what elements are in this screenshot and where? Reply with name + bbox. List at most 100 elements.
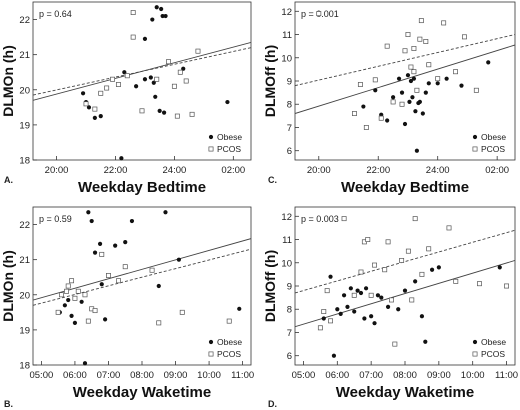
y-tick-label: 10 bbox=[281, 53, 292, 64]
obese-data-point bbox=[99, 282, 104, 287]
pcos-data-point bbox=[183, 78, 189, 84]
pcos-data-point bbox=[189, 111, 195, 117]
x-tick-label: 24:00 bbox=[426, 165, 450, 176]
pcos-data-point bbox=[149, 267, 155, 273]
pcos-data-point bbox=[419, 271, 425, 277]
pcos-data-point bbox=[368, 292, 374, 298]
chart-panel-b: 18 19 20 21 22 05:00 06:00 07:00 08:00 09:00 10:00… bbox=[0, 206, 254, 409]
obese-data-point bbox=[142, 36, 148, 41]
y-axis-label: DLMOff (h) bbox=[262, 45, 278, 117]
pcos-data-point bbox=[399, 101, 405, 107]
x-tick-label: 22:00 bbox=[366, 165, 390, 176]
obese-data-point bbox=[369, 314, 374, 319]
obese-data-point bbox=[161, 110, 167, 115]
pcos-data-point bbox=[139, 108, 145, 114]
obese-data-point bbox=[419, 314, 425, 319]
legend-obese-marker bbox=[472, 339, 478, 345]
pcos-data-point bbox=[385, 239, 391, 245]
y-tick-label: 6 bbox=[287, 146, 292, 157]
pcos-data-point bbox=[473, 87, 479, 93]
obese-data-point bbox=[497, 265, 502, 270]
legend-obese-label: Obese bbox=[481, 132, 506, 142]
panel-label: C. bbox=[268, 175, 277, 185]
obese-data-point bbox=[134, 84, 139, 89]
pcos-data-point bbox=[69, 278, 75, 284]
x-tick-label: 11:00 bbox=[495, 370, 518, 381]
obese-data-point bbox=[98, 114, 103, 119]
obese-data-point bbox=[345, 304, 350, 310]
pcos-data-point bbox=[166, 59, 171, 65]
pcos-data-point bbox=[365, 237, 371, 242]
x-tick-label: 07:00 bbox=[97, 370, 121, 381]
x-axis-label: Weekday Bedtime bbox=[78, 179, 206, 196]
pcos-data-point bbox=[405, 32, 411, 37]
pcos-data-point bbox=[321, 309, 327, 315]
x-tick-label: 09:00 bbox=[164, 370, 188, 381]
obese-data-point bbox=[358, 290, 364, 296]
pcos-data-point bbox=[99, 251, 105, 257]
obese-data-point bbox=[423, 90, 428, 95]
legend-obese-marker bbox=[208, 134, 214, 140]
pcos-data-point bbox=[352, 111, 357, 116]
pcos-data-point bbox=[195, 48, 201, 54]
pcos-data-point bbox=[104, 85, 110, 91]
obese-data-point bbox=[355, 288, 360, 293]
pcos-data-point bbox=[55, 309, 61, 315]
obese-data-point bbox=[411, 76, 417, 81]
obese-data-point bbox=[331, 353, 337, 358]
obese-data-point bbox=[348, 286, 353, 291]
y-tick-label: 8 bbox=[287, 100, 292, 111]
y-tick-label: 19 bbox=[19, 325, 30, 336]
pcos-data-point bbox=[453, 278, 459, 284]
obese-data-point bbox=[151, 80, 156, 85]
obese-data-point bbox=[341, 293, 347, 298]
obese-fit-line bbox=[295, 44, 515, 114]
obese-data-point bbox=[129, 218, 135, 224]
pcos-data-point bbox=[351, 292, 357, 298]
x-tick-label: 08:00 bbox=[393, 370, 417, 381]
pcos-fit-line bbox=[33, 248, 251, 306]
obese-data-point bbox=[160, 13, 165, 19]
pcos-data-point bbox=[179, 309, 185, 315]
pcos-data-point bbox=[328, 318, 333, 324]
obese-data-point bbox=[142, 77, 148, 82]
x-tick-label: 22:00 bbox=[104, 165, 128, 176]
pcos-data-point bbox=[414, 87, 420, 93]
y-tick-label: 20 bbox=[19, 290, 30, 301]
pcos-data-point bbox=[372, 77, 378, 83]
x-tick-label: 07:00 bbox=[359, 370, 383, 381]
obese-data-point bbox=[391, 95, 396, 100]
legend-obese-label: Obese bbox=[481, 337, 506, 347]
obese-data-point bbox=[237, 306, 242, 311]
y-tick-label: 7 bbox=[287, 328, 292, 339]
obese-data-point bbox=[436, 265, 441, 270]
obese-data-point bbox=[396, 307, 401, 312]
obese-data-point bbox=[80, 91, 86, 96]
pcos-data-point bbox=[130, 34, 136, 40]
y-tick-label: 7 bbox=[287, 123, 292, 134]
obese-data-point bbox=[89, 218, 94, 224]
x-tick-label: 10:00 bbox=[461, 370, 485, 381]
pcos-data-point bbox=[399, 257, 405, 263]
pcos-data-point bbox=[124, 73, 130, 79]
pcos-data-point bbox=[441, 20, 447, 26]
obese-data-point bbox=[396, 76, 402, 81]
pcos-data-point bbox=[341, 216, 347, 222]
pcos-data-point bbox=[174, 113, 180, 119]
obese-data-point bbox=[335, 307, 340, 312]
x-tick-label: 09:00 bbox=[427, 370, 451, 381]
y-axis-label: DLMOff (h) bbox=[262, 250, 278, 322]
obese-data-point bbox=[363, 286, 369, 291]
y-tick-label: 21 bbox=[19, 255, 30, 266]
x-tick-label: 11:00 bbox=[231, 370, 254, 381]
y-tick-label: 11 bbox=[282, 30, 292, 41]
y-tick-label: 22 bbox=[19, 15, 30, 26]
y-tick-label: 21 bbox=[19, 50, 30, 61]
panel-label: D. bbox=[268, 399, 277, 409]
pcos-data-point bbox=[156, 320, 162, 326]
x-tick-label: 10:00 bbox=[197, 370, 221, 381]
p-value-annotation: p = 0.59 bbox=[39, 214, 72, 224]
obese-data-point bbox=[150, 17, 155, 22]
obese-data-point bbox=[157, 108, 162, 113]
obese-data-point bbox=[372, 321, 377, 326]
